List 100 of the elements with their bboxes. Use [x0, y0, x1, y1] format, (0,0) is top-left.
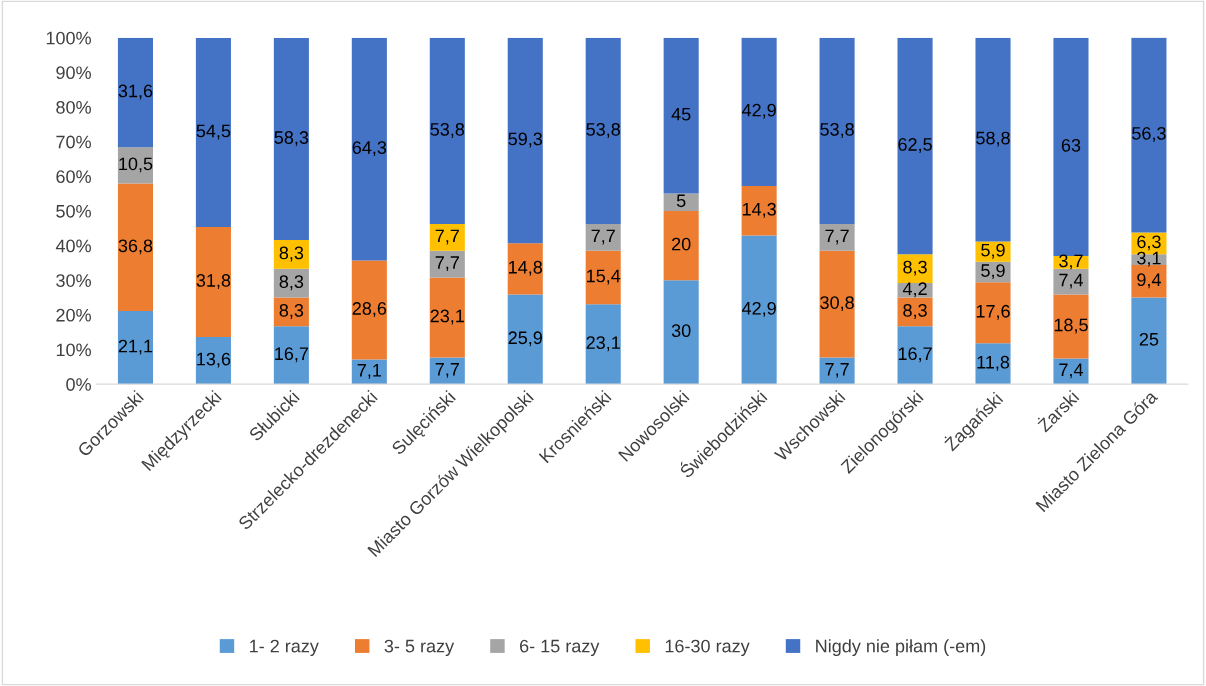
- data-label: 4,2: [902, 282, 927, 298]
- data-label: 7,7: [825, 363, 849, 378]
- data-label: 17,6: [976, 304, 1010, 320]
- data-label: 8,3: [279, 246, 304, 262]
- data-label: 8,3: [903, 303, 927, 319]
- data-label: 3,7: [1059, 254, 1083, 270]
- bar: [1131, 37, 1167, 233]
- bar: [273, 326, 309, 385]
- bar: [741, 186, 777, 236]
- bar: [663, 193, 699, 211]
- data-label: 64,3: [352, 141, 387, 157]
- data-label: 58,3: [274, 131, 309, 147]
- bar: [273, 240, 309, 269]
- bar: [819, 224, 855, 251]
- legend-label: 3- 5 razy: [384, 639, 455, 657]
- bar: [351, 37, 387, 261]
- bar: [897, 326, 933, 385]
- y-tick-label: 90%: [56, 66, 91, 80]
- data-label: 5: [676, 194, 686, 208]
- data-label: 42,9: [741, 301, 776, 317]
- y-tick-label: 70%: [56, 135, 91, 149]
- data-label: 15,4: [587, 269, 621, 285]
- data-label: 30,8: [820, 296, 854, 312]
- data-label: 9,4: [1137, 273, 1161, 289]
- bar: [1131, 297, 1167, 385]
- data-label: 8,3: [279, 275, 304, 291]
- bar: [117, 37, 153, 148]
- data-label: 16,7: [275, 347, 309, 363]
- data-label: 3,1: [1137, 251, 1161, 267]
- bar: [1053, 37, 1089, 256]
- bar: [1053, 294, 1089, 359]
- data-label: 45: [671, 107, 691, 121]
- data-label: 58,8: [976, 131, 1010, 147]
- legend-label: 6- 15 razy: [520, 639, 600, 657]
- bar: [663, 210, 699, 281]
- bar: [117, 183, 153, 312]
- bar: [273, 268, 309, 298]
- bar: [507, 243, 543, 295]
- data-label: 13,6: [197, 352, 231, 368]
- bar: [1053, 268, 1089, 295]
- data-label: 14,8: [509, 260, 543, 276]
- bar: [585, 37, 621, 225]
- data-label: 59,3: [508, 132, 543, 148]
- data-label: 6,3: [1137, 235, 1161, 251]
- bar: [663, 280, 699, 385]
- y-tick-label: 100%: [46, 31, 91, 45]
- bar: [585, 250, 621, 305]
- y-tick-label: 30%: [56, 274, 91, 287]
- data-label: 36,8: [118, 239, 153, 255]
- data-label: 23,1: [430, 309, 464, 325]
- data-label: 53,8: [430, 122, 465, 138]
- data-label: 54,5: [196, 124, 231, 140]
- bar: [117, 311, 153, 385]
- bar: [195, 337, 231, 385]
- bar: [975, 282, 1011, 344]
- bar: [897, 37, 933, 255]
- bar: [429, 357, 465, 385]
- bar: [507, 294, 543, 385]
- bar: [741, 37, 777, 186]
- bar: [507, 37, 543, 244]
- data-label: 5,9: [981, 264, 1005, 280]
- bar: [897, 254, 933, 283]
- bar: [975, 37, 1011, 242]
- data-label: 7,7: [591, 229, 615, 245]
- data-label: 14,3: [742, 202, 776, 218]
- legend-label: 16-30 razy: [665, 639, 750, 657]
- y-tick-label: 10%: [56, 343, 91, 357]
- data-label: 25: [1139, 332, 1159, 346]
- bar: [1053, 358, 1089, 385]
- data-label: 18,5: [1054, 318, 1088, 334]
- data-label: 31,6: [118, 84, 153, 100]
- data-label: 62,5: [898, 138, 932, 153]
- data-label: 20: [672, 237, 691, 251]
- bar: [975, 343, 1011, 385]
- y-tick-label: 20%: [56, 308, 91, 322]
- bar: [819, 250, 855, 358]
- bar: [273, 38, 309, 241]
- data-label: 56,3: [1132, 126, 1166, 142]
- data-label: 25,9: [508, 331, 542, 347]
- data-label: 16,7: [898, 347, 932, 363]
- data-label: 31,8: [196, 274, 231, 289]
- bar: [819, 37, 855, 225]
- data-label: 28,6: [352, 302, 387, 317]
- y-tick-label: 60%: [56, 170, 91, 184]
- bar: [663, 37, 699, 194]
- data-label: 7,4: [1059, 273, 1083, 289]
- y-tick-label: 0%: [66, 378, 91, 391]
- data-label: 11,8: [977, 355, 1010, 371]
- data-label: 53,8: [586, 122, 620, 138]
- data-label: 63: [1061, 138, 1081, 152]
- y-tick-label: 80%: [56, 100, 91, 114]
- data-label: 21,1: [118, 339, 153, 355]
- data-label: 7,7: [435, 363, 459, 378]
- y-tick-label: 40%: [55, 239, 91, 253]
- data-label: 53,8: [820, 122, 854, 138]
- bar: [819, 357, 855, 385]
- bar: [351, 260, 387, 360]
- data-label: 7,7: [825, 229, 849, 245]
- data-label: 10,5: [119, 157, 153, 173]
- bar: [195, 226, 231, 338]
